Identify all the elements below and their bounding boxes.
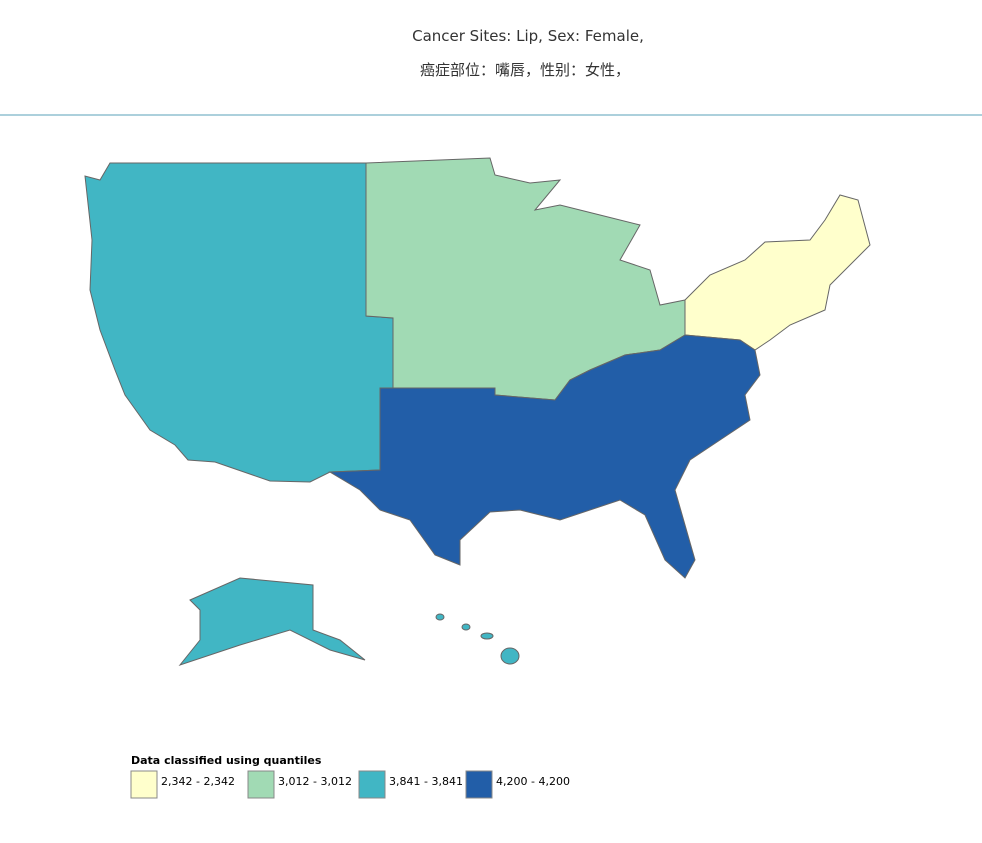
legend-label: 4,200 - 4,200 [496, 775, 570, 788]
legend-label: 2,342 - 2,342 [161, 775, 235, 788]
legend: 2,342 - 2,342 3,012 - 3,012 3,841 - 3,841 4… [130, 770, 570, 799]
map [84, 157, 871, 667]
region-hawaii [435, 613, 520, 665]
legend-swatch [358, 770, 386, 799]
title: Cancer Sites: Lip, Sex: Female, [412, 27, 644, 45]
legend-label: 3,841 - 3,841 [389, 775, 463, 788]
subtitle: 癌症部位：嘴唇，性别：女性， [420, 61, 630, 79]
legend-label: 3,012 - 3,012 [278, 775, 352, 788]
legend-swatch [247, 770, 275, 799]
region-alaska [178, 577, 366, 667]
legend-title: Data classified using quantiles [131, 754, 322, 767]
region-west [84, 162, 394, 483]
legend-swatch [465, 770, 493, 799]
legend-swatch [130, 770, 158, 799]
region-northeast [684, 194, 871, 351]
region-south [328, 334, 761, 579]
